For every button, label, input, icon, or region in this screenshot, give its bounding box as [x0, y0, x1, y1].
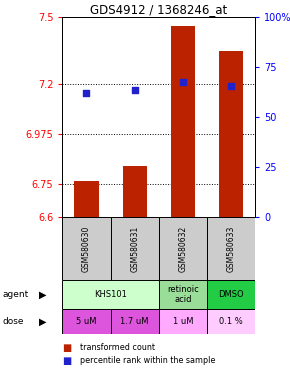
Point — [132, 88, 137, 94]
Bar — [171, 26, 195, 217]
Bar — [219, 51, 243, 217]
Text: retinoic
acid: retinoic acid — [167, 285, 199, 305]
Point — [84, 89, 89, 96]
Text: GSM580630: GSM580630 — [82, 225, 91, 272]
Bar — [159, 280, 207, 309]
Text: agent: agent — [3, 290, 29, 299]
Text: percentile rank within the sample: percentile rank within the sample — [80, 356, 215, 366]
Bar — [62, 309, 110, 334]
Text: 1.7 uM: 1.7 uM — [120, 317, 149, 326]
Text: ▶: ▶ — [39, 290, 47, 300]
Text: DMSO: DMSO — [218, 290, 244, 299]
Bar — [207, 217, 255, 280]
Title: GDS4912 / 1368246_at: GDS4912 / 1368246_at — [90, 3, 227, 16]
Bar — [159, 217, 207, 280]
Bar — [62, 217, 110, 280]
Text: dose: dose — [3, 317, 24, 326]
Text: KHS101: KHS101 — [94, 290, 127, 299]
Text: ▶: ▶ — [39, 316, 47, 327]
Text: GSM580631: GSM580631 — [130, 225, 139, 272]
Bar — [75, 182, 99, 217]
Bar — [110, 217, 159, 280]
Text: transformed count: transformed count — [80, 343, 155, 352]
Bar — [207, 280, 255, 309]
Text: ■: ■ — [62, 356, 72, 366]
Text: GSM580632: GSM580632 — [178, 225, 187, 272]
Bar — [123, 166, 147, 217]
Text: 1 uM: 1 uM — [173, 317, 193, 326]
Point — [229, 83, 233, 89]
Text: 5 uM: 5 uM — [76, 317, 97, 326]
Text: GSM580633: GSM580633 — [226, 225, 235, 272]
Bar — [110, 309, 159, 334]
Bar — [159, 309, 207, 334]
Point — [181, 79, 185, 85]
Text: 0.1 %: 0.1 % — [219, 317, 243, 326]
Text: ■: ■ — [62, 343, 72, 353]
Bar — [62, 280, 159, 309]
Bar — [207, 309, 255, 334]
